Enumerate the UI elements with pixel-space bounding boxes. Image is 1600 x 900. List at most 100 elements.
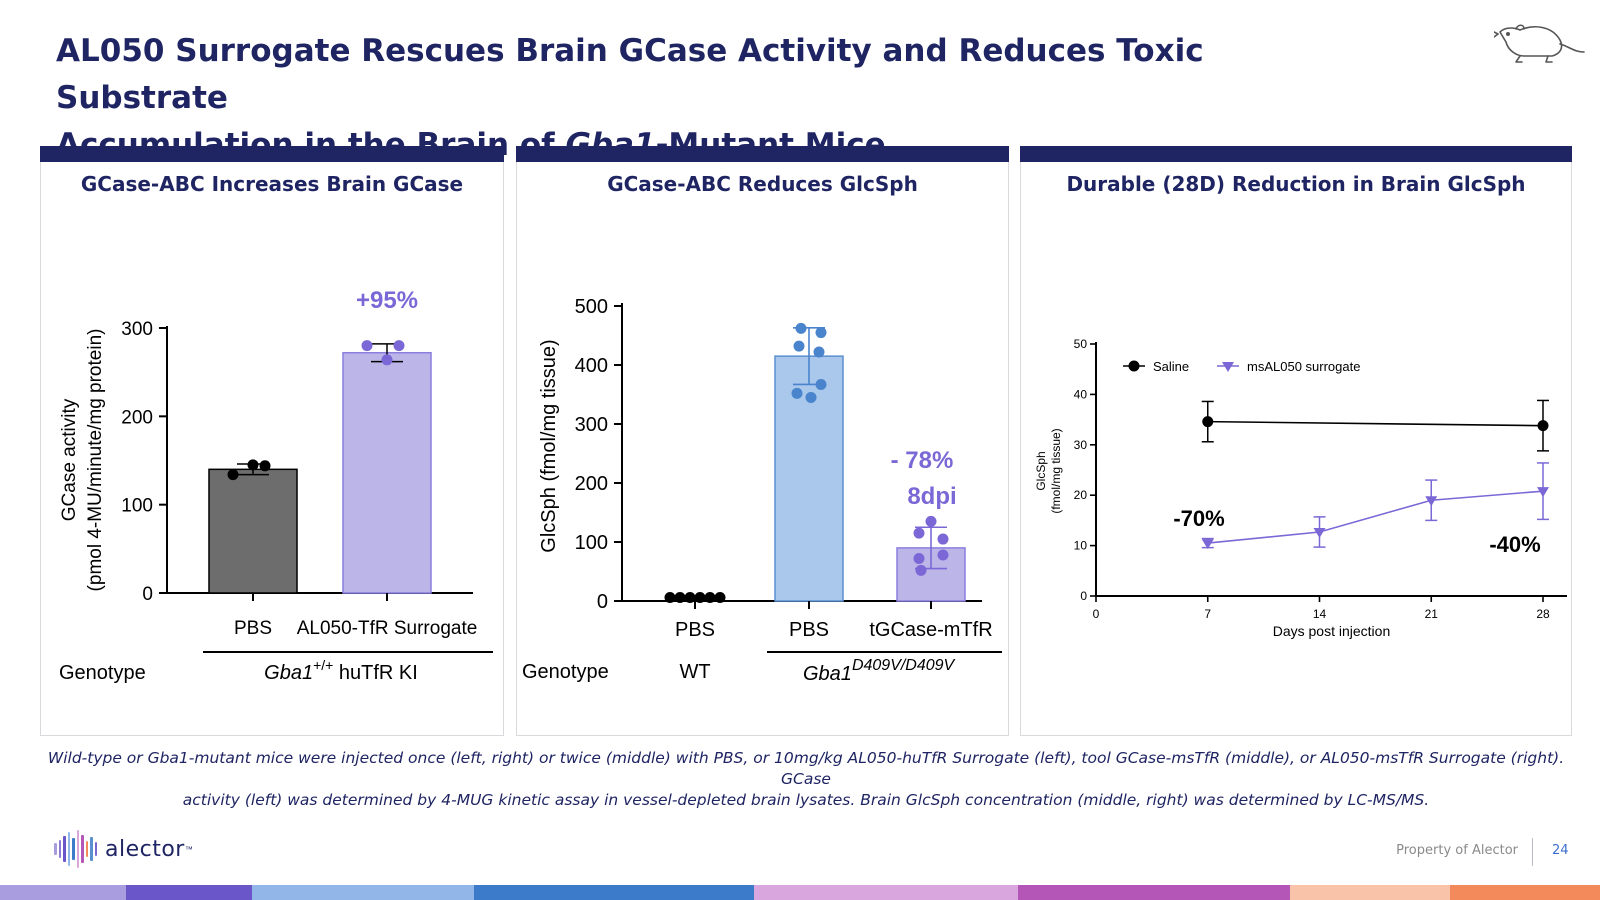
color-stripe-segment (126, 885, 252, 900)
data-point (915, 564, 927, 576)
logo-bar (81, 835, 84, 863)
data-point (1425, 496, 1438, 507)
legend-label: Saline (1153, 359, 1189, 374)
percent-annotation: -40% (1489, 532, 1540, 557)
gene-name: Gba1 (803, 663, 852, 685)
data-point (813, 346, 825, 358)
panel-header-bar (516, 146, 1009, 162)
y-axis-label-line2: (pmol 4-MU/minute/mg protein) (85, 329, 106, 592)
y-axis-label-units: (fmol/mg tissue) (1049, 428, 1063, 513)
y-tick-label: 0 (1080, 589, 1087, 603)
y-tick-label: 100 (575, 532, 608, 554)
data-point (1128, 360, 1140, 372)
y-tick-label: 40 (1074, 387, 1088, 401)
x-tick-label: 14 (1313, 607, 1327, 621)
y-tick-label: 200 (121, 407, 153, 428)
legend-label: msAL050 surrogate (1247, 359, 1360, 374)
x-tick-label: PBS (789, 619, 829, 641)
bottom-color-stripe (0, 885, 1600, 900)
panel-glcsph-reduction: GCase-ABC Reduces GlcSph 0 100 200 300 400 50… (516, 146, 1009, 736)
gene-superscript: +/+ (313, 657, 333, 673)
color-stripe-segment (252, 885, 474, 900)
x-tick-label: 28 (1536, 607, 1550, 621)
genotype-group-label: Gba1D409V/D409V (803, 657, 956, 685)
data-point (1537, 487, 1549, 498)
x-tick-label: 7 (1204, 607, 1211, 621)
gene-superscript: D409V/D409V (852, 657, 956, 674)
y-tick-label: 10 (1074, 539, 1088, 553)
color-stripe-segment (0, 885, 126, 900)
genotype-label: Genotype (522, 661, 609, 683)
data-point (259, 460, 271, 472)
color-stripe-segment (1018, 885, 1290, 900)
data-point (1202, 416, 1214, 428)
x-tick-label: 21 (1425, 607, 1439, 621)
glcsph-bar-chart: 0 100 200 300 400 500 GlcSph (fmol/mg tissue) P… (522, 296, 1002, 685)
data-point (674, 591, 686, 603)
panel-title: GCase-ABC Increases Brain GCase (80, 172, 464, 196)
y-tick-label: 300 (121, 319, 153, 340)
bar (896, 547, 966, 602)
panel-gcase-activity: GCase-ABC Increases Brain GCase 0 100 200 3… (40, 146, 504, 736)
dpi-annotation: 8dpi (907, 483, 956, 510)
logo-bar (58, 840, 61, 858)
genotype-label: Genotype (59, 662, 146, 684)
data-point (805, 391, 817, 403)
data-point (937, 549, 949, 561)
panel-title: GCase-ABC Reduces GlcSph (607, 172, 918, 196)
x-tick-label: PBS (234, 618, 272, 639)
logo-bar (54, 843, 57, 855)
y-tick-label: 30 (1074, 438, 1088, 452)
data-point (714, 591, 726, 603)
gene-name: Gba1 (264, 662, 313, 684)
logo-wordmark: alector (105, 836, 185, 862)
data-point (1222, 362, 1234, 372)
data-point (247, 459, 259, 471)
x-tick-label: PBS (675, 619, 715, 641)
panel-title: Durable (28D) Reduction in Brain GlcSph (1066, 172, 1526, 196)
data-point (704, 591, 716, 603)
data-point (664, 591, 676, 603)
y-tick-label: 0 (597, 591, 608, 613)
data-point (793, 340, 805, 352)
logo-bar (76, 830, 79, 868)
genotype-group-label: Gba1+/+ huTfR KI (264, 657, 418, 684)
mouse-icon (1494, 24, 1585, 63)
alector-logo-icon (54, 828, 97, 870)
color-stripe-segment (754, 885, 1018, 900)
y-axis-label-line1: GCase activity (59, 398, 80, 521)
data-point (1537, 420, 1549, 432)
y-tick-label: 20 (1074, 488, 1088, 502)
y-axis-label: GCase activity (59, 398, 80, 521)
x-tick-label: 0 (1093, 607, 1100, 621)
data-point (815, 327, 827, 339)
y-tick-label: 200 (575, 473, 608, 495)
data-point (925, 515, 937, 527)
y-axis-label: GlcSph (fmol/mg tissue) (538, 339, 560, 552)
page-number: 24 (1552, 843, 1569, 858)
data-point (1201, 539, 1214, 550)
color-stripe-segment (1450, 885, 1600, 900)
panel-header-bar (1020, 146, 1572, 162)
data-point (795, 322, 807, 334)
data-point (1313, 527, 1326, 538)
genotype-wt-label: WT (679, 661, 710, 683)
logo-bar (90, 837, 93, 861)
data-point (791, 387, 803, 399)
data-point (684, 591, 696, 603)
caption-line-2: activity (left) was determined by 4-MUG … (182, 791, 1430, 809)
data-point (361, 340, 373, 352)
y-tick-label: 500 (575, 296, 608, 318)
title-line-1: AL050 Surrogate Rescues Brain GCase Acti… (56, 33, 1204, 116)
color-stripe-segment (1290, 885, 1450, 900)
bar (342, 351, 432, 594)
panel-durable-reduction: Durable (28D) Reduction in Brain GlcSph … (1020, 146, 1572, 736)
y-tick-label: 300 (575, 414, 608, 436)
y-tick-label: 50 (1074, 337, 1088, 351)
data-point (227, 469, 239, 481)
percent-annotation: +95% (356, 287, 418, 314)
percent-annotation: -70% (1173, 506, 1224, 531)
color-stripe-segment (474, 885, 754, 900)
data-point (381, 354, 393, 366)
logo-bar (94, 842, 97, 856)
